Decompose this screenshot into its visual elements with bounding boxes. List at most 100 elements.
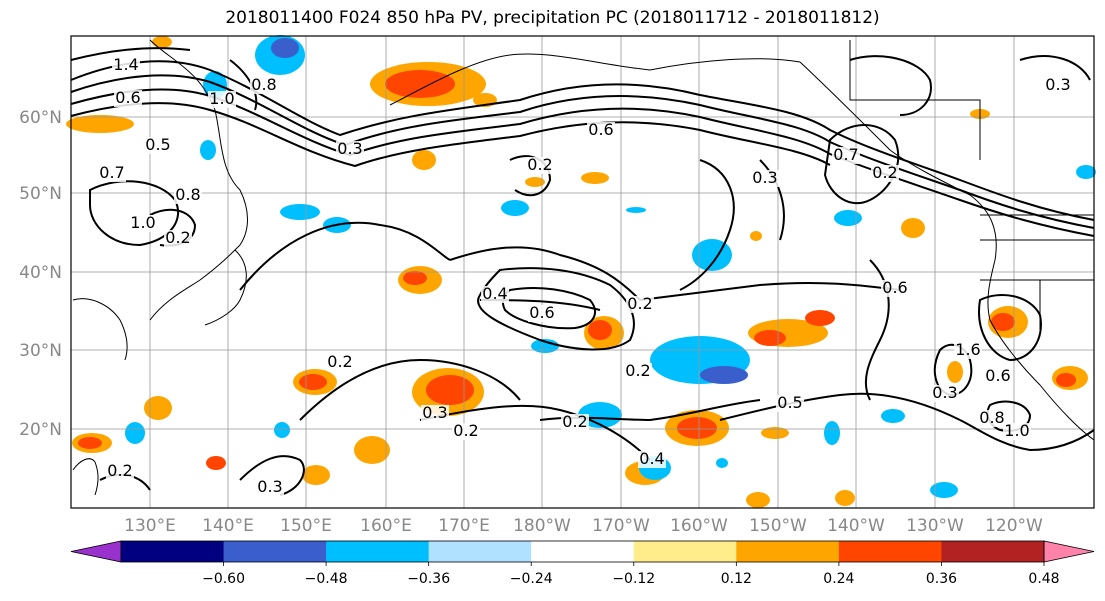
lon-label: 180°W — [513, 516, 571, 536]
contour-label: 0.2 — [562, 412, 587, 431]
colorbar-tick-label: −0.48 — [305, 571, 348, 587]
contour-label-bg — [174, 187, 202, 204]
lat-label: 30°N — [19, 341, 62, 361]
lon-label: 130°E — [124, 516, 176, 536]
contour-label: 0.3 — [932, 383, 957, 402]
contour-label-bg — [984, 368, 1012, 385]
lon-label: 160°E — [360, 516, 412, 536]
contour-label-bg — [954, 342, 982, 359]
latitude-labels: 60°N 50°N 40°N 30°N 20°N — [19, 108, 62, 440]
contour-label: 0.2 — [872, 163, 897, 182]
contour-label: 0.8 — [979, 408, 1004, 427]
colorbar-tick-labels: −0.60 −0.48 −0.36 −0.24 −0.12 0.12 0.24 0.36 0.4… — [202, 562, 1060, 587]
colorbar — [70, 540, 1095, 563]
colorbar-segment — [941, 541, 1045, 562]
colorbar-tick-label: 0.36 — [926, 571, 957, 587]
contour-label: 0.3 — [422, 403, 447, 422]
contour-label-bg — [256, 479, 284, 496]
contour-label-bg — [452, 423, 480, 440]
colorbar-segment — [121, 541, 225, 562]
contour-label-bg — [871, 165, 899, 182]
lat-label: 40°N — [19, 263, 62, 283]
contour-label: 1.6 — [955, 340, 980, 359]
colorbar-segment — [223, 541, 327, 562]
colorbar-tick-label: −0.12 — [612, 571, 655, 587]
colorbar-segment — [428, 541, 532, 562]
colorbar-segment — [531, 541, 635, 562]
contour-label-bg — [129, 215, 157, 232]
contour-label-bg — [326, 354, 354, 371]
contour-label-bg — [561, 414, 589, 431]
lon-label: 150°W — [749, 516, 807, 536]
contour-label: 0.2 — [327, 352, 352, 371]
contour-label: 0.3 — [337, 139, 362, 158]
contour-label: 0.6 — [882, 278, 907, 297]
contour-label: 0.2 — [107, 461, 132, 480]
colorbar-segment — [633, 541, 737, 562]
coastlines — [72, 39, 1095, 496]
contour-label-bg — [587, 122, 615, 139]
contour-label-bg — [144, 137, 172, 154]
contour-label: 0.3 — [257, 477, 282, 496]
lat-label: 60°N — [19, 108, 62, 128]
colorbar-segment — [736, 541, 840, 562]
lon-label: 150°E — [280, 516, 332, 536]
contour-label-bg — [528, 305, 556, 322]
contour-label: 0.7 — [99, 163, 124, 182]
contour-label-bg — [106, 463, 134, 480]
lon-label: 170°E — [438, 516, 490, 536]
lon-label: 120°W — [985, 516, 1043, 536]
contour-label: 0.2 — [627, 294, 652, 313]
contour-label-bg — [931, 385, 959, 402]
colorbar-tick-label: −0.60 — [202, 571, 245, 587]
contour-label-bg — [481, 286, 509, 303]
contour-label: 0.6 — [115, 88, 140, 107]
lat-label: 50°N — [19, 184, 62, 204]
contour-label-bg — [526, 157, 554, 174]
contour-label: 0.6 — [588, 120, 613, 139]
contour-label: 0.4 — [639, 449, 664, 468]
contour-label: 1.0 — [130, 213, 155, 232]
contour-label: 0.2 — [453, 421, 478, 440]
contour-label: 0.3 — [1045, 75, 1070, 94]
contour-label-bg — [1044, 77, 1072, 94]
contour-label: 0.5 — [777, 393, 802, 412]
contour-label-bg — [1003, 423, 1031, 440]
lon-label: 130°W — [906, 516, 964, 536]
colorbar-extend-high — [1043, 540, 1095, 563]
contour-label-bg — [881, 280, 909, 297]
colorbar-segment — [326, 541, 430, 562]
contour-label-bg — [978, 410, 1006, 427]
colorbar-tick-label: 0.12 — [721, 571, 752, 587]
contour-label: 0.6 — [985, 366, 1010, 385]
colorbar-tick-label: −0.36 — [407, 571, 450, 587]
colorbar-tick-label: 0.24 — [823, 571, 854, 587]
contour-label-bg — [114, 90, 142, 107]
contour-label-bg — [208, 91, 236, 108]
lon-label: 140°E — [202, 516, 254, 536]
contour-label: 0.6 — [529, 303, 554, 322]
colorbar-outline — [120, 540, 1045, 563]
colorbar-segment — [838, 541, 942, 562]
colorbar-tick-label: −0.24 — [510, 571, 553, 587]
contour-label-bg — [164, 230, 192, 247]
contour-label-bg — [832, 147, 860, 164]
contour-label-bg — [250, 77, 278, 94]
contour-label: 0.5 — [145, 135, 170, 154]
colorbar-extend-low — [70, 540, 122, 563]
contour-label-bg — [112, 57, 140, 74]
contour-label-bg — [336, 141, 364, 158]
contour-label: 0.8 — [175, 185, 200, 204]
contour-label: 0.7 — [833, 145, 858, 164]
lon-label: 160°W — [670, 516, 728, 536]
contour-label-bg — [421, 405, 449, 422]
contour-label: 0.2 — [625, 361, 650, 380]
contour-labels: 1.40.6 1.00.80.50.70.81.00.30.20.40.6 0.20… — [98, 55, 1072, 496]
colorbar-tick-label: 0.48 — [1028, 571, 1059, 587]
contour-label-bg — [98, 165, 126, 182]
contour-label-bg — [638, 451, 666, 468]
contour-label-bg — [776, 395, 804, 412]
contour-label-bg — [751, 170, 779, 187]
contour-label-bg — [624, 363, 652, 380]
